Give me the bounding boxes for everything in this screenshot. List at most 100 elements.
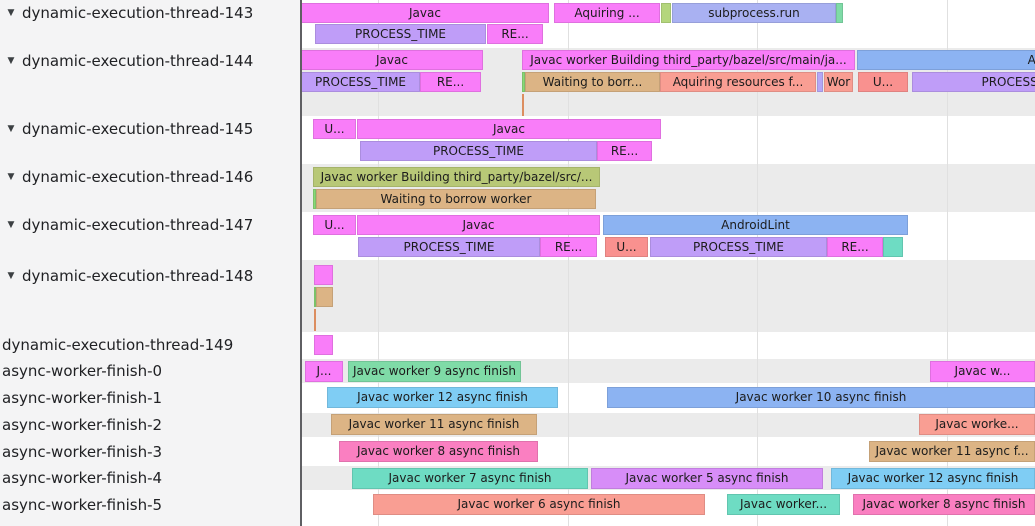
- sidebar-item-async-worker-finish-4[interactable]: ▼async-worker-finish-4: [0, 468, 300, 488]
- trace-slice[interactable]: Javac worker 7 async finish: [352, 468, 588, 489]
- trace-slice[interactable]: Javac worker Building third_party/bazel/…: [522, 50, 855, 70]
- trace-slice-label: Aquiring ...: [574, 6, 640, 20]
- trace-slice[interactable]: PROCESS_TIME: [912, 72, 1035, 92]
- collapse-triangle-icon[interactable]: ▼: [7, 124, 15, 134]
- trace-slice-label: Javac: [376, 53, 408, 67]
- sidebar-item-dynamic-execution-thread-147[interactable]: ▼ dynamic-execution-thread-147: [0, 215, 300, 235]
- trace-slice[interactable]: RE...: [420, 72, 481, 92]
- trace-slice[interactable]: [883, 237, 903, 257]
- trace-slice[interactable]: Javac worke...: [919, 414, 1035, 435]
- sidebar-item-dynamic-execution-thread-144[interactable]: ▼ dynamic-execution-thread-144: [0, 51, 300, 71]
- sidebar-item-async-worker-finish-2[interactable]: ▼async-worker-finish-2: [0, 415, 300, 435]
- trace-slice[interactable]: RE...: [597, 141, 652, 161]
- trace-slice[interactable]: Javac worker 12 async finish: [831, 468, 1035, 489]
- trace-slice[interactable]: Aquiring resources f...: [660, 72, 816, 92]
- trace-slice-label: Javac worker Building third_party/bazel/…: [530, 53, 847, 67]
- sidebar-item-async-worker-finish-3[interactable]: ▼async-worker-finish-3: [0, 442, 300, 462]
- trace-slice[interactable]: subprocess.run: [672, 3, 836, 23]
- trace-slice[interactable]: U...: [313, 215, 356, 235]
- trace-slice[interactable]: PROCESS_TIME: [301, 72, 420, 92]
- thread-name-label: async-worker-finish-3: [2, 443, 163, 461]
- trace-slice[interactable]: Javac worker 11 async finish: [331, 414, 537, 435]
- trace-slice[interactable]: U...: [313, 119, 356, 139]
- trace-slice[interactable]: RE...: [827, 237, 883, 257]
- trace-slice[interactable]: PROCESS_TIME: [360, 141, 597, 161]
- trace-slice[interactable]: Javac: [357, 119, 661, 139]
- collapse-triangle-icon[interactable]: ▼: [7, 8, 15, 18]
- trace-slice[interactable]: Waiting to borr...: [525, 72, 660, 92]
- trace-slice-label: RE...: [436, 75, 465, 89]
- trace-slice[interactable]: AndroidLint: [603, 215, 908, 235]
- sidebar-item-dynamic-execution-thread-143[interactable]: ▼ dynamic-execution-thread-143: [0, 3, 300, 23]
- trace-slice[interactable]: Javac worker...: [727, 494, 840, 515]
- sidebar-item-async-worker-finish-1[interactable]: ▼async-worker-finish-1: [0, 388, 300, 408]
- trace-slice-label: Javac worker 9 async finish: [352, 364, 517, 378]
- trace-slice[interactable]: PROCESS_TIME: [358, 237, 540, 257]
- time-gridline: [947, 0, 948, 526]
- trace-slice[interactable]: [522, 94, 524, 116]
- trace-slice[interactable]: Javac worker Building third_party/bazel/…: [313, 167, 600, 187]
- trace-slice[interactable]: Aquiring ...: [554, 3, 660, 23]
- trace-slice-label: Javac worker 8 async finish: [862, 497, 1026, 511]
- trace-slice[interactable]: Wor: [824, 72, 853, 92]
- trace-slice[interactable]: J...: [305, 361, 343, 382]
- thread-name-label: dynamic-execution-thread-148: [22, 267, 254, 285]
- trace-slice[interactable]: Javac: [301, 50, 483, 70]
- trace-slice-label: Javac: [409, 6, 441, 20]
- trace-slice[interactable]: [314, 335, 333, 355]
- trace-slice[interactable]: Waiting to borrow worker: [316, 189, 596, 209]
- sidebar-item-dynamic-execution-thread-148[interactable]: ▼ dynamic-execution-thread-148: [0, 266, 300, 286]
- trace-slice-label: U...: [324, 218, 345, 232]
- trace-slice[interactable]: [661, 3, 671, 23]
- thread-name-label: dynamic-execution-thread-145: [22, 120, 254, 138]
- trace-slice-label: PROCESS_TIME: [692, 240, 785, 254]
- trace-slice[interactable]: Javac worker 12 async finish: [327, 387, 558, 408]
- thread-name-label: async-worker-finish-1: [2, 389, 163, 407]
- trace-slice-label: Javac worker 5 async finish: [625, 471, 789, 485]
- trace-slice[interactable]: Javac worker 8 async finish: [853, 494, 1035, 515]
- trace-slice[interactable]: [836, 3, 843, 23]
- trace-slice[interactable]: PROCESS_TIME: [315, 24, 486, 44]
- trace-slice[interactable]: Javac worker 6 async finish: [373, 494, 705, 515]
- trace-slice-label: Javac worker 12 async finish: [847, 471, 1019, 485]
- trace-slice[interactable]: Javac: [301, 3, 549, 23]
- collapse-triangle-icon[interactable]: ▼: [7, 220, 15, 230]
- trace-slice[interactable]: [522, 72, 525, 92]
- trace-slice[interactable]: [314, 309, 316, 331]
- trace-slice[interactable]: U...: [605, 237, 648, 257]
- trace-slice[interactable]: Javac worker 8 async finish: [339, 441, 538, 462]
- collapse-triangle-icon[interactable]: ▼: [7, 172, 15, 182]
- trace-slice[interactable]: Javac: [357, 215, 600, 235]
- trace-slice[interactable]: AndroidLint: [857, 50, 1035, 70]
- trace-slice[interactable]: Javac worker 9 async finish: [348, 361, 521, 382]
- trace-slice-label: PROCESS_TIME: [314, 75, 407, 89]
- sidebar-item-dynamic-execution-thread-146[interactable]: ▼ dynamic-execution-thread-146: [0, 167, 300, 187]
- sidebar-item-async-worker-finish-0[interactable]: ▼async-worker-finish-0: [0, 361, 300, 381]
- trace-slice[interactable]: PROCESS_TIME: [650, 237, 827, 257]
- sidebar-item-dynamic-execution-thread-145[interactable]: ▼ dynamic-execution-thread-145: [0, 119, 300, 139]
- sidebar-item-dynamic-execution-thread-149[interactable]: ▼dynamic-execution-thread-149: [0, 335, 300, 355]
- thread-name-label: async-worker-finish-4: [2, 469, 163, 487]
- trace-slice[interactable]: [817, 72, 823, 92]
- trace-slice[interactable]: [313, 189, 316, 209]
- collapse-triangle-icon[interactable]: ▼: [7, 56, 15, 66]
- trace-slice[interactable]: U...: [858, 72, 908, 92]
- trace-slice[interactable]: RE...: [540, 237, 597, 257]
- trace-slice-label: AndroidLint: [721, 218, 790, 232]
- trace-slice[interactable]: RE...: [487, 24, 543, 44]
- trace-slice[interactable]: [316, 287, 333, 307]
- trace-slice[interactable]: Javac worker 11 async f...: [869, 441, 1035, 462]
- time-gridline: [568, 0, 569, 526]
- sidebar-item-async-worker-finish-5[interactable]: ▼async-worker-finish-5: [0, 495, 300, 515]
- trace-slice[interactable]: [314, 287, 316, 307]
- trace-slice-label: Javac worker 7 async finish: [388, 471, 552, 485]
- trace-slice[interactable]: [314, 265, 333, 285]
- collapse-triangle-icon[interactable]: ▼: [7, 271, 15, 281]
- trace-slice[interactable]: Javac worker 10 async finish: [607, 387, 1035, 408]
- trace-slice[interactable]: Javac w...: [930, 361, 1035, 382]
- trace-slice-label: PROCESS_TIME: [981, 75, 1035, 89]
- trace-slice-label: RE...: [841, 240, 869, 254]
- trace-slice[interactable]: Javac worker 5 async finish: [591, 468, 823, 489]
- trace-slice-label: Javac worker 11 async f...: [875, 444, 1029, 458]
